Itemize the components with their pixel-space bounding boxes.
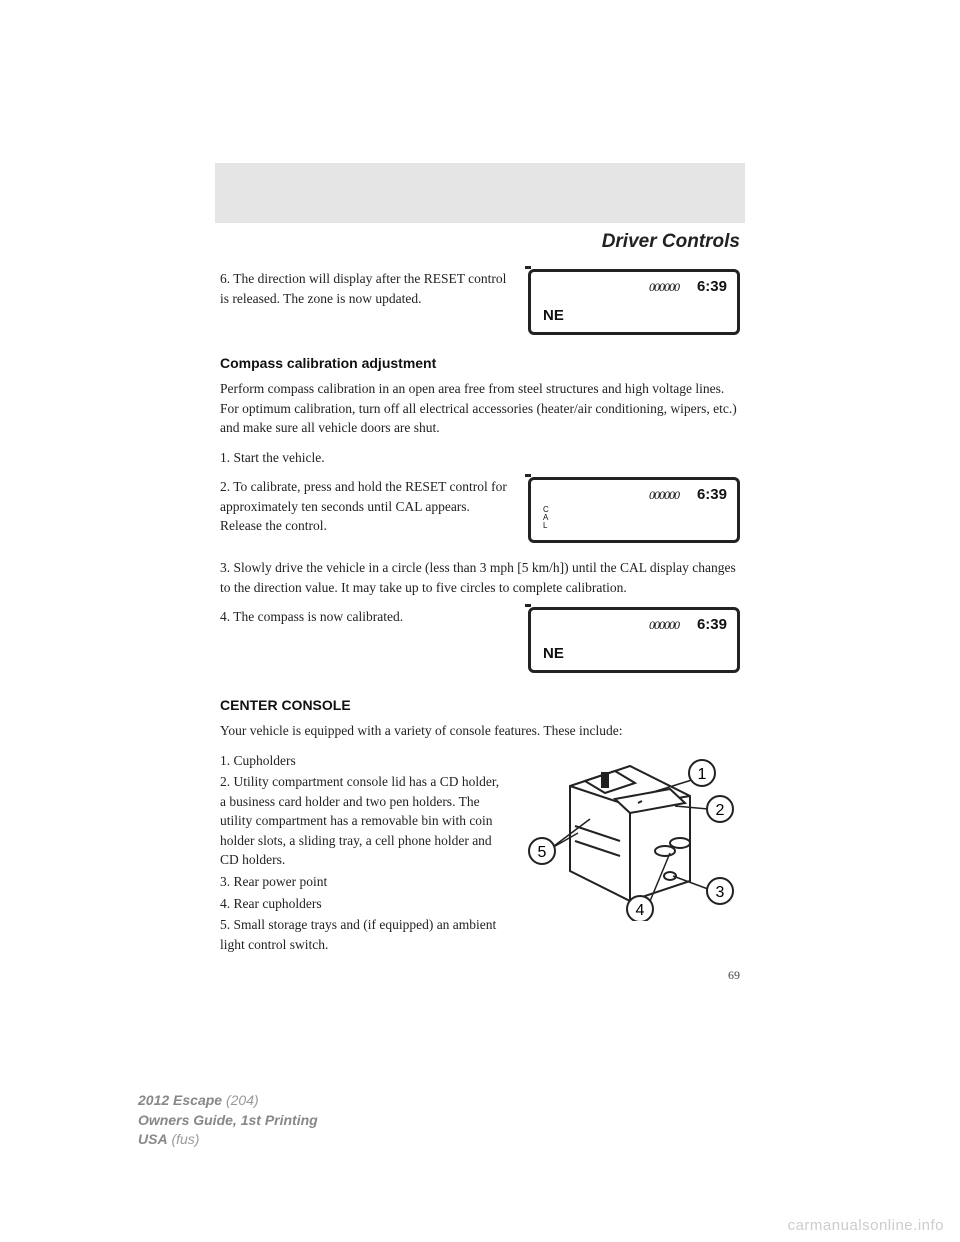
lcd-direction: NE: [543, 645, 564, 662]
footer-line2: Owners Guide, 1st Printing: [138, 1111, 318, 1131]
callout-5: 5: [538, 844, 547, 861]
callout-3: 3: [716, 884, 725, 901]
console-item-2: 2. Utility compartment console lid has a…: [220, 772, 504, 870]
footer-region: USA: [138, 1131, 168, 1147]
lcd-odometer: 000000: [649, 280, 679, 295]
compass-step2: 2. To calibrate, press and hold the RESE…: [220, 477, 512, 536]
callout-4: 4: [636, 902, 645, 919]
lcd-time: 6:39: [697, 278, 727, 295]
lcd-time: 6:39: [697, 486, 727, 503]
console-item-4: 4. Rear cupholders: [220, 894, 504, 914]
compass-step4: 4. The compass is now calibrated.: [220, 607, 512, 627]
cal-l: L: [543, 522, 549, 530]
footer-model: 2012 Escape: [138, 1092, 222, 1108]
console-intro: Your vehicle is equipped with a variety …: [220, 721, 740, 741]
console-item-3: 3. Rear power point: [220, 872, 504, 892]
footer-fus: (fus): [168, 1131, 200, 1147]
footer-line1: 2012 Escape (204): [138, 1091, 318, 1111]
header-gray-block: [215, 163, 745, 223]
watermark: carmanualsonline.info: [788, 1217, 944, 1234]
compass-step3: 3. Slowly drive the vehicle in a circle …: [220, 558, 740, 597]
compass-heading: Compass calibration adjustment: [220, 355, 740, 371]
lcd-odometer: 000000: [649, 618, 679, 633]
footer-line3: USA (fus): [138, 1130, 318, 1150]
footer-code: (204): [222, 1092, 259, 1108]
page-content: Driver Controls 6. The direction will di…: [220, 231, 740, 983]
lcd-cal-label: C A L: [543, 506, 549, 530]
lcd-display-1: 000000 6:39 NE: [528, 269, 740, 335]
console-row: 1. Cupholders 2. Utility compartment con…: [220, 751, 740, 957]
console-heading: CENTER CONSOLE: [220, 697, 740, 713]
lcd-time: 6:39: [697, 616, 727, 633]
callout-2: 2: [716, 802, 725, 819]
step6-row: 6. The direction will display after the …: [220, 269, 740, 335]
section-title: Driver Controls: [220, 231, 740, 253]
lcd-odometer: 000000: [649, 488, 679, 503]
step2-row: 2. To calibrate, press and hold the RESE…: [220, 477, 740, 546]
console-item-1: 1. Cupholders: [220, 751, 504, 771]
lcd-display-2: 000000 6:39 C A L: [528, 477, 740, 543]
step4-row: 4. The compass is now calibrated. 000000…: [220, 607, 740, 673]
console-items: 1. Cupholders 2. Utility compartment con…: [220, 751, 504, 957]
step6-text: 6. The direction will display after the …: [220, 269, 512, 308]
callout-1: 1: [698, 766, 707, 783]
compass-step1: 1. Start the vehicle.: [220, 448, 740, 468]
page-number: 69: [220, 968, 740, 983]
lcd-display-3: 000000 6:39 NE: [528, 607, 740, 673]
console-diagram: 1 2 3 4 5: [520, 751, 740, 921]
compass-intro: Perform compass calibration in an open a…: [220, 379, 740, 438]
console-item-5: 5. Small storage trays and (if equipped)…: [220, 915, 504, 954]
footer: 2012 Escape (204) Owners Guide, 1st Prin…: [138, 1091, 318, 1150]
lcd-direction: NE: [543, 307, 564, 324]
